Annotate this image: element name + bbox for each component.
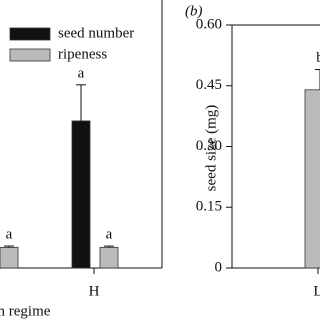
bar <box>304 89 320 269</box>
legend-swatch <box>9 48 51 62</box>
panel-label: (b) <box>185 3 203 19</box>
bar <box>99 246 119 269</box>
y-tick-label: 0.45 <box>196 77 222 93</box>
bar <box>71 120 91 269</box>
x-axis-label: on regime <box>0 303 51 319</box>
y-tick-label: 0.15 <box>196 199 222 215</box>
legend-swatch <box>9 27 51 41</box>
legend-label: seed number <box>58 25 134 41</box>
significance-letter: a <box>78 65 85 81</box>
significance-letter: a <box>106 227 113 243</box>
significance-letter: a <box>6 227 13 243</box>
y-tick-label: 0 <box>215 259 223 275</box>
y-tick-label: 0.60 <box>196 16 222 32</box>
significance-letter: b <box>316 50 320 66</box>
y-axis-label: seed size (mg) <box>203 105 219 192</box>
bar <box>0 246 19 269</box>
x-tick-label: L <box>313 283 320 299</box>
legend-label: ripeness <box>58 46 107 62</box>
x-tick-label: H <box>89 283 100 299</box>
y-tick-label: 0.30 <box>196 138 222 154</box>
